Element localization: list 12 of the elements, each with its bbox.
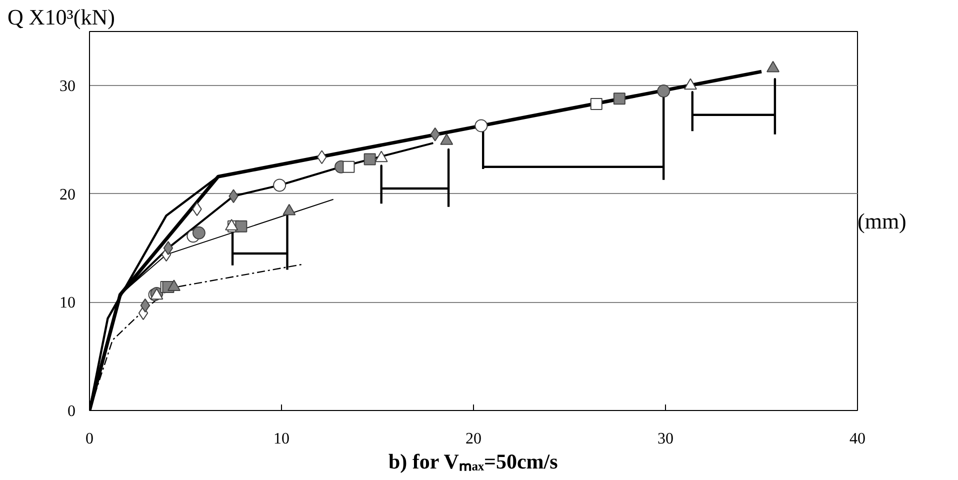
y-tick-label: 30 <box>60 78 76 96</box>
x-tick-label: 10 <box>274 430 290 448</box>
x-tick-label: 0 <box>86 430 94 448</box>
x-axis-title: (mm) <box>858 208 906 234</box>
y-tick-label: 10 <box>60 294 76 312</box>
x-tick-label: 20 <box>466 430 482 448</box>
y-axis-title: Q X10³(kN) <box>8 4 115 30</box>
x-tick-label: 30 <box>658 430 674 448</box>
text: b) for Vₘₐₓ=50cm/s <box>388 450 558 474</box>
y-tick-label: 20 <box>60 186 76 204</box>
y-tick-label: 0 <box>68 403 76 420</box>
x-tick-label: 40 <box>850 430 866 448</box>
